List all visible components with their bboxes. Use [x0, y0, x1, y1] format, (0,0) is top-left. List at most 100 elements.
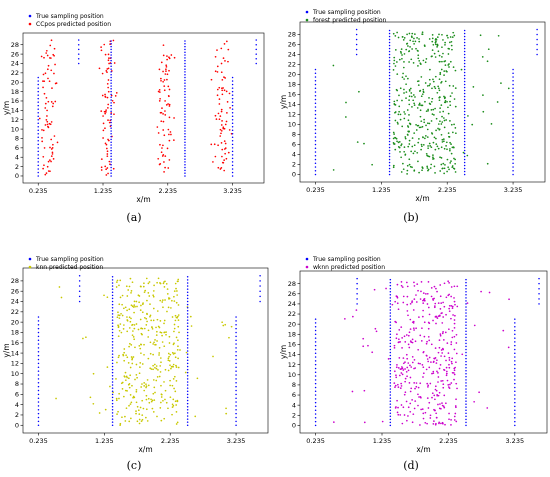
legend-label: True sampling position — [35, 13, 104, 20]
predicted-point — [162, 129, 165, 131]
predicted-point — [409, 364, 411, 367]
predicted-point — [409, 328, 412, 330]
predicted-point — [438, 99, 441, 102]
y-tick-label: 6 — [292, 391, 296, 399]
predicted-point — [427, 386, 429, 388]
predicted-point — [167, 369, 170, 372]
predicted-point — [133, 327, 136, 330]
predicted-point — [422, 143, 425, 146]
true-point — [37, 157, 39, 160]
predicted-point — [434, 305, 436, 307]
true-point — [37, 80, 39, 82]
predicted-point — [333, 421, 335, 423]
predicted-point — [407, 415, 409, 417]
true-point — [186, 322, 189, 324]
true-point — [255, 58, 257, 60]
predicted-point — [175, 423, 178, 425]
predicted-point — [452, 31, 455, 34]
predicted-point — [414, 340, 417, 343]
predicted-point — [452, 66, 455, 68]
predicted-point — [166, 310, 168, 313]
true-point — [110, 76, 112, 79]
y-tick-label: 26 — [288, 290, 296, 298]
predicted-point — [401, 286, 404, 288]
predicted-point — [447, 53, 450, 55]
predicted-point — [394, 386, 396, 388]
true-point — [465, 345, 467, 348]
predicted-point — [38, 117, 41, 120]
predicted-point — [154, 339, 156, 341]
predicted-point — [406, 281, 408, 284]
predicted-point — [435, 315, 437, 318]
predicted-point — [107, 107, 109, 109]
true-point — [314, 136, 317, 138]
predicted-point — [444, 80, 447, 83]
y-axis-label: y/m — [2, 343, 11, 357]
predicted-point — [394, 103, 397, 106]
true-point — [186, 412, 189, 414]
predicted-point — [163, 319, 166, 322]
true-point — [259, 280, 261, 282]
true-point — [255, 62, 257, 65]
true-point — [514, 348, 516, 351]
predicted-point — [446, 34, 448, 37]
predicted-point — [356, 141, 359, 143]
x-tick-label: 3.235 — [504, 186, 523, 194]
true-point — [388, 98, 391, 101]
true-point — [78, 274, 81, 277]
predicted-point — [130, 290, 133, 292]
predicted-point — [451, 329, 454, 332]
predicted-point — [136, 405, 139, 408]
true-point — [465, 300, 467, 302]
predicted-point — [106, 296, 109, 299]
true-point — [314, 162, 317, 164]
true-point — [314, 322, 317, 324]
predicted-point — [439, 364, 442, 366]
predicted-point — [115, 399, 118, 402]
predicted-point — [222, 126, 225, 129]
y-tick-label: 28 — [11, 41, 19, 49]
predicted-point — [100, 46, 102, 48]
true-point — [110, 43, 112, 45]
predicted-point — [105, 174, 108, 176]
predicted-point — [447, 352, 450, 354]
predicted-point — [132, 306, 135, 308]
y-tick-label: 20 — [288, 320, 296, 328]
predicted-point — [421, 104, 424, 107]
predicted-point — [54, 82, 57, 85]
y-tick-label: 0 — [292, 171, 296, 179]
predicted-point — [164, 368, 167, 371]
predicted-point — [413, 298, 416, 300]
predicted-point — [437, 376, 440, 378]
predicted-point — [220, 110, 223, 113]
predicted-point — [138, 372, 141, 375]
predicted-point — [450, 360, 453, 363]
predicted-point — [140, 420, 143, 423]
y-tick-label: 10 — [11, 125, 19, 133]
true-point — [184, 59, 186, 62]
predicted-point — [46, 123, 49, 126]
predicted-point — [355, 309, 358, 311]
predicted-point — [45, 172, 48, 174]
predicted-point — [448, 363, 450, 366]
true-point — [389, 278, 392, 281]
true-point — [512, 117, 514, 119]
predicted-point — [162, 70, 164, 73]
predicted-point — [442, 422, 444, 425]
predicted-point — [160, 77, 162, 80]
true-point — [37, 424, 40, 427]
predicted-point — [117, 311, 119, 314]
predicted-point — [432, 158, 434, 160]
true-point — [184, 172, 186, 174]
predicted-point — [487, 48, 490, 51]
predicted-point — [137, 328, 140, 331]
true-point — [388, 38, 391, 41]
predicted-point — [450, 382, 453, 384]
predicted-point — [488, 291, 491, 294]
predicted-point — [395, 321, 398, 324]
true-point — [463, 68, 466, 71]
predicted-point — [416, 37, 418, 39]
true-point — [235, 405, 237, 407]
predicted-point — [440, 68, 443, 71]
true-point — [186, 316, 189, 318]
